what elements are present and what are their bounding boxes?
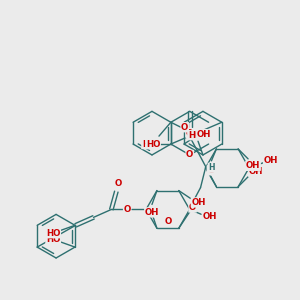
Text: O: O (164, 217, 172, 226)
Text: HO: HO (142, 140, 156, 148)
Text: OH: OH (249, 167, 263, 176)
Text: O: O (186, 129, 194, 138)
Text: HO: HO (46, 235, 60, 244)
Text: OH: OH (145, 208, 159, 217)
Text: OH: OH (246, 161, 260, 170)
Text: O: O (189, 203, 196, 212)
Text: OH: OH (191, 198, 206, 207)
Text: H: H (208, 163, 215, 172)
Text: O: O (124, 205, 131, 214)
Text: O: O (115, 179, 122, 188)
Text: OH: OH (197, 130, 211, 139)
Text: HO: HO (188, 130, 202, 140)
Text: OH: OH (202, 212, 217, 221)
Text: HO: HO (146, 140, 160, 148)
Text: O: O (207, 166, 214, 175)
Text: HO: HO (46, 229, 60, 238)
Text: O: O (181, 123, 188, 132)
Text: OH: OH (264, 156, 278, 165)
Text: O: O (186, 151, 194, 160)
